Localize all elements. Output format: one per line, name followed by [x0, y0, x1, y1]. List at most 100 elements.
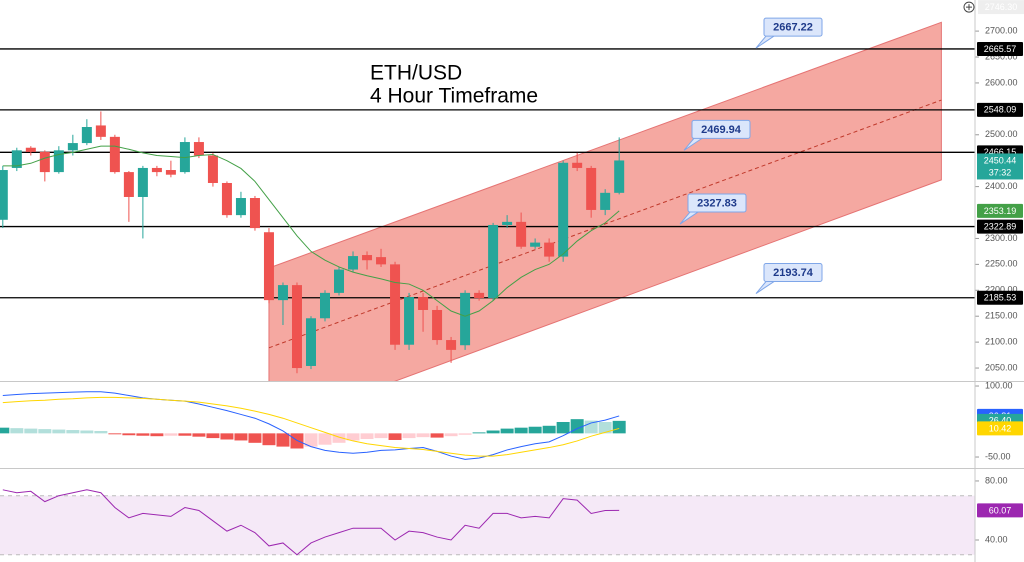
histogram-bar	[262, 433, 276, 446]
callout-label: 2193.74	[773, 267, 814, 279]
crosshair-label: 2746.30	[985, 2, 1018, 12]
signal-line	[2, 396, 620, 457]
y-tick-label: 2100.00	[985, 336, 1018, 346]
chart-subtitle: 4 Hour Timeframe	[370, 85, 538, 108]
callout-box	[687, 193, 747, 213]
chart-title: ETH/USD	[370, 62, 462, 85]
y-tick-label: 2400.00	[985, 181, 1018, 191]
callout-label: 2327.83	[697, 197, 737, 209]
candle-body	[81, 127, 92, 144]
histogram-bar	[332, 433, 346, 443]
candle-body	[600, 192, 611, 210]
histogram-bar	[360, 433, 374, 440]
candle-body	[263, 232, 274, 301]
y-tick-label: 2200.00	[985, 285, 1018, 295]
histogram-bar	[136, 433, 150, 436]
histogram-bar	[430, 433, 444, 438]
callout-label: 2469.94	[701, 124, 742, 136]
candle-body	[530, 242, 541, 247]
candle-body	[572, 162, 583, 168]
histogram-bar	[248, 433, 262, 443]
candle-body	[586, 167, 597, 210]
channel-middle	[268, 99, 942, 349]
histogram-bar	[416, 433, 430, 438]
level-label-box	[977, 41, 1023, 56]
candle-body	[11, 150, 22, 168]
candle-body	[558, 162, 569, 257]
candle-body	[179, 142, 190, 173]
candle-body	[376, 257, 387, 265]
level-label: 2185.53	[984, 293, 1017, 303]
y-tick-label: 2050.00	[985, 362, 1018, 372]
signal-label: 10.42	[989, 423, 1012, 433]
candle-body	[123, 172, 134, 197]
histogram-bar	[52, 429, 66, 434]
moving-average	[2, 145, 620, 317]
histogram-bar	[612, 420, 626, 434]
histogram-bar	[542, 425, 556, 434]
histogram-bar	[66, 430, 80, 434]
histogram-bar	[374, 433, 388, 439]
candle-body	[488, 224, 499, 299]
candle-body	[249, 198, 260, 229]
candle-body	[207, 155, 218, 183]
candle-body	[390, 264, 401, 345]
histogram-bar	[458, 433, 472, 435]
y-tick-label: -50.00	[985, 451, 1011, 461]
candle-body	[25, 147, 36, 152]
candle-body	[291, 285, 302, 369]
candle-body	[502, 221, 513, 225]
rsi-label-box	[977, 503, 1023, 518]
histogram-bar	[94, 430, 108, 434]
y-tick-label: 2600.00	[985, 77, 1018, 87]
histogram-bar	[486, 430, 500, 434]
rsi-label: 60.07	[989, 505, 1012, 515]
histogram-bar	[528, 426, 542, 434]
candle-body	[305, 318, 316, 366]
histogram-bar	[472, 432, 486, 434]
candle-body	[362, 255, 373, 261]
histogram-bar	[402, 433, 416, 439]
histogram-bar	[304, 433, 318, 447]
callout-pointer	[755, 281, 775, 294]
last-price-box	[977, 153, 1023, 180]
candle-body	[404, 297, 415, 345]
candle-body	[95, 125, 106, 137]
y-tick-label: 2250.00	[985, 259, 1018, 269]
y-tick-label: 2650.00	[985, 51, 1018, 61]
histogram-bar	[24, 428, 38, 434]
y-tick-label: 2500.00	[985, 129, 1018, 139]
histogram-bar	[346, 433, 360, 441]
histogram-bar	[556, 421, 570, 434]
y-tick-label: 100.00	[985, 380, 1013, 390]
histogram-bar	[234, 433, 248, 441]
candle-body	[193, 142, 204, 156]
candle-body	[39, 151, 50, 173]
candle-body	[516, 221, 527, 247]
candle-body	[0, 170, 8, 220]
histogram-label: 26.40	[989, 416, 1012, 426]
callout-box	[763, 263, 823, 283]
histogram-bar	[318, 433, 332, 445]
ma-label-box	[977, 203, 1023, 218]
callout-pointer	[679, 211, 699, 225]
candle-body	[67, 143, 78, 151]
candle-body	[544, 242, 555, 257]
candle-body	[446, 340, 457, 350]
callout-pointer	[755, 35, 775, 49]
signal-label-box	[977, 421, 1023, 436]
rsi-band	[0, 495, 975, 555]
level-label-box	[977, 290, 1023, 305]
candle-body	[109, 136, 120, 173]
y-tick-label: 40.00	[985, 534, 1008, 544]
candle-body	[348, 256, 359, 270]
crosshair-plus	[966, 4, 972, 11]
candle-body	[53, 150, 64, 173]
candle-body	[165, 170, 176, 175]
crosshair-box	[978, 0, 1024, 15]
ma-label: 2353.19	[984, 206, 1017, 216]
histogram-bar	[514, 427, 528, 434]
candle-body	[235, 198, 246, 216]
y-tick-label: 80.00	[985, 475, 1008, 485]
